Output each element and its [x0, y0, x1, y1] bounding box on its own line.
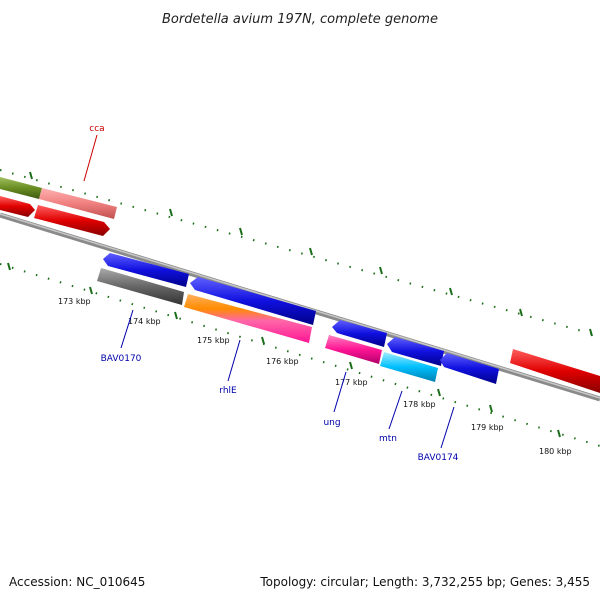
gene-label-rhle[interactable]: rhlE	[219, 386, 237, 396]
feature-blue-3[interactable]	[387, 337, 444, 366]
feature-blue-bav0174[interactable]	[440, 353, 499, 384]
major-tick	[557, 429, 561, 438]
feature-magenta-ung[interactable]	[325, 335, 382, 364]
feature-red-left[interactable]	[0, 196, 35, 217]
reverse-features	[97, 253, 499, 384]
feature-blue-2[interactable]	[332, 320, 387, 347]
major-tick	[379, 266, 383, 275]
connector-ung	[333, 371, 347, 413]
major-tick	[489, 404, 493, 413]
connector-bav0174	[440, 406, 455, 449]
major-ticks	[7, 171, 593, 438]
major-tick	[239, 227, 243, 236]
connector-cca	[83, 134, 98, 182]
tick-label-177: 177 kbp	[335, 378, 368, 387]
major-tick	[449, 287, 453, 296]
feature-gray-bav0170[interactable]	[97, 268, 184, 305]
major-tick	[589, 328, 593, 337]
footer-accession: Accession: NC_010645	[9, 575, 145, 589]
gene-label-bav0174[interactable]: BAV0174	[418, 453, 459, 463]
gene-label-ung[interactable]: ung	[323, 418, 340, 428]
tick-label-175: 175 kbp	[197, 336, 230, 345]
feature-multicolor-rhle[interactable]	[184, 294, 312, 343]
feature-olive[interactable]	[0, 177, 42, 199]
feature-blue-rhle[interactable]	[190, 277, 316, 325]
major-tick	[519, 308, 523, 317]
page-title: Bordetella avium 197N, complete genome	[162, 12, 438, 27]
tick-label-174: 174 kbp	[128, 317, 161, 326]
gene-label-cca[interactable]: cca	[89, 124, 104, 134]
major-tick	[349, 361, 353, 370]
major-tick	[437, 388, 441, 397]
forward-features	[0, 177, 600, 393]
feature-red-right[interactable]	[510, 349, 600, 393]
tick-label-180: 180 kbp	[539, 447, 572, 456]
tick-label-179: 179 kbp	[471, 423, 504, 432]
feature-red-cca[interactable]	[34, 205, 110, 236]
tick-label-173: 173 kbp	[58, 297, 91, 306]
major-tick	[169, 208, 173, 217]
major-tick	[309, 247, 313, 256]
major-tick	[7, 262, 11, 271]
major-tick	[29, 171, 33, 180]
feature-blue-1[interactable]	[103, 253, 189, 287]
connector-bav0170	[120, 309, 134, 349]
major-tick	[261, 336, 265, 345]
major-tick	[174, 311, 178, 320]
feature-cyan-mtn[interactable]	[380, 352, 438, 382]
gene-label-bav0170[interactable]: BAV0170	[101, 354, 142, 364]
footer-summary: Topology: circular; Length: 3,732,255 bp…	[259, 575, 590, 589]
tick-label-176: 176 kbp	[266, 357, 299, 366]
major-tick	[89, 286, 93, 295]
label-connectors	[83, 134, 455, 449]
connector-rhle	[227, 339, 241, 382]
inner-tick-track	[0, 263, 600, 447]
gene-label-mtn[interactable]: mtn	[379, 434, 397, 444]
feature-pink-cca[interactable]	[39, 188, 117, 219]
tick-label-178: 178 kbp	[403, 400, 436, 409]
inner-minor-ticks	[0, 263, 600, 447]
connector-mtn	[388, 390, 403, 430]
